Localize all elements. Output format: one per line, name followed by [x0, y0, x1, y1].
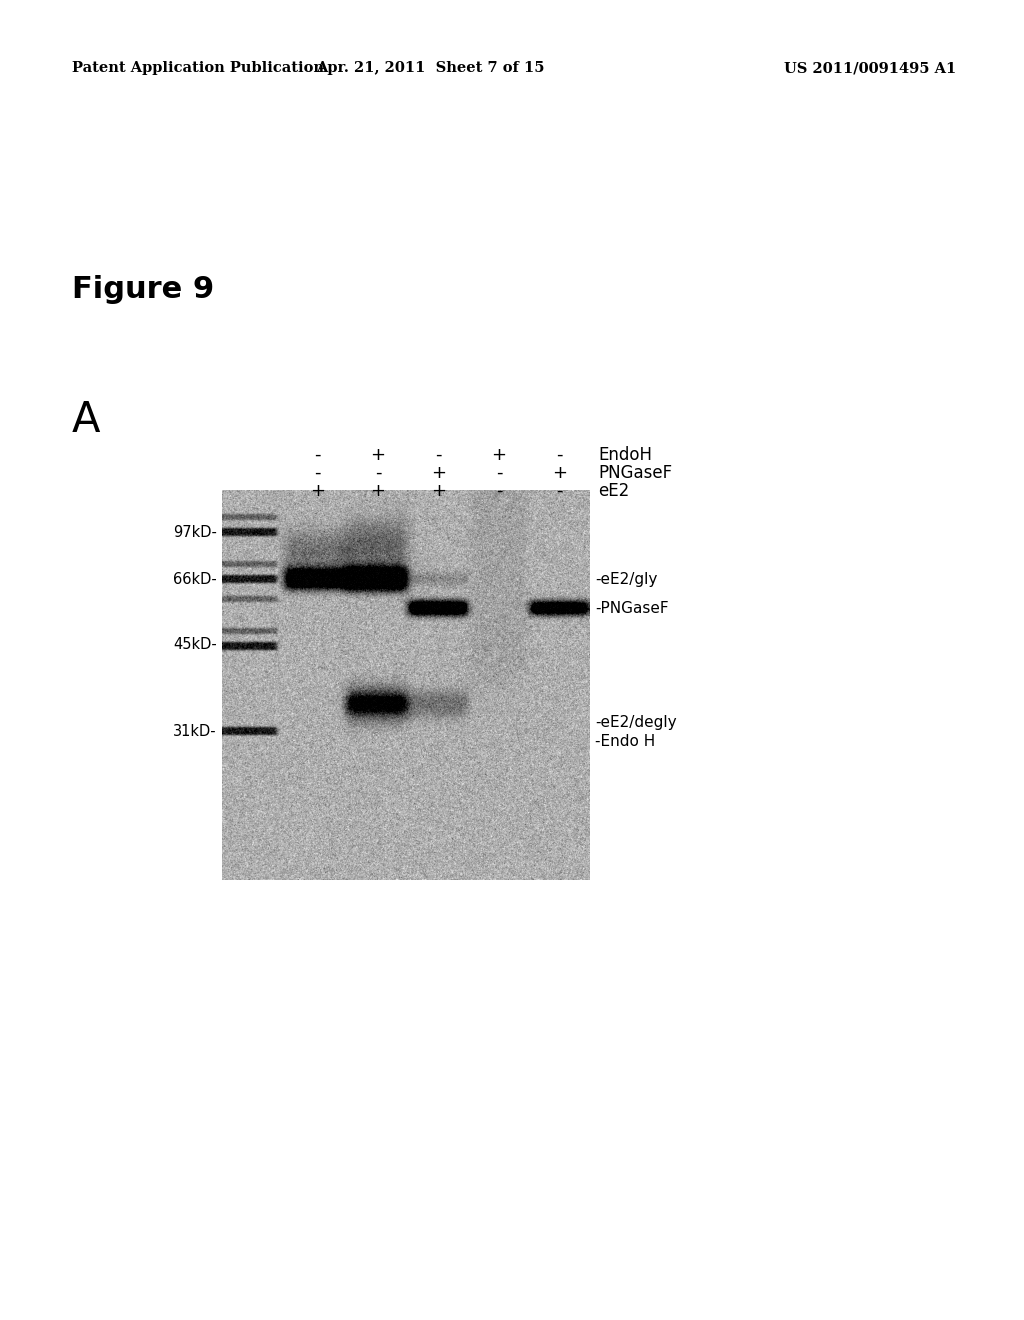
Text: A: A [72, 399, 100, 441]
Text: eE2: eE2 [598, 482, 630, 500]
Text: 66kD-: 66kD- [173, 572, 217, 587]
Text: Figure 9: Figure 9 [72, 276, 214, 305]
Text: -: - [496, 465, 503, 482]
Text: -: - [556, 446, 563, 465]
Text: -PNGaseF: -PNGaseF [595, 602, 669, 616]
Text: Apr. 21, 2011  Sheet 7 of 15: Apr. 21, 2011 Sheet 7 of 15 [315, 61, 544, 75]
Text: PNGaseF: PNGaseF [598, 465, 672, 482]
Text: -eE2/gly: -eE2/gly [595, 572, 657, 587]
Text: +: + [371, 482, 385, 500]
Text: -: - [556, 482, 563, 500]
Text: -: - [496, 482, 503, 500]
Text: +: + [431, 465, 446, 482]
Text: +: + [552, 465, 567, 482]
Text: +: + [371, 446, 385, 465]
Text: +: + [431, 482, 446, 500]
Text: +: + [310, 482, 325, 500]
Text: -: - [314, 446, 321, 465]
Text: -: - [435, 446, 441, 465]
Text: EndoH: EndoH [598, 446, 652, 465]
Text: -: - [314, 465, 321, 482]
Text: 97kD-: 97kD- [173, 525, 217, 540]
Text: -eE2/degly
-Endo H: -eE2/degly -Endo H [595, 715, 677, 748]
Text: US 2011/0091495 A1: US 2011/0091495 A1 [784, 61, 956, 75]
Text: -: - [375, 465, 381, 482]
Text: 45kD-: 45kD- [173, 636, 217, 652]
Text: +: + [492, 446, 507, 465]
Text: 31kD-: 31kD- [173, 725, 217, 739]
Text: Patent Application Publication: Patent Application Publication [72, 61, 324, 75]
